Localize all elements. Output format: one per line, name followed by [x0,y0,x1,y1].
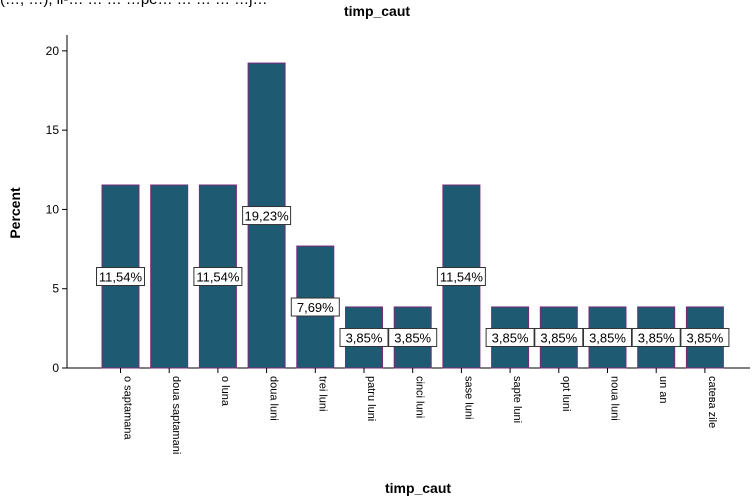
data-label-box [534,327,584,347]
data-label: 19,23% [242,206,292,226]
data-label-text: 11,54% [196,270,240,285]
data-label-box [290,297,340,317]
data-label: 3,85% [388,327,438,347]
data-label: 3,85% [631,327,681,347]
data-label-box [388,327,438,347]
chart-title: timp_caut [344,3,410,19]
data-label-text: 3,85% [589,330,626,345]
data-label-box [583,327,632,347]
x-axis-label: timp_caut [385,480,451,496]
data-label-text: 3,85% [540,330,577,345]
y-tick-label: 5 [52,282,59,296]
y-tick-label: 15 [46,123,60,137]
x-tick-label: patru luni [365,376,377,421]
cropped-caption-text: (…, …), ii-… … … …pe… … … … …j… [0,0,755,9]
x-tick-label: un an [657,376,669,404]
data-label: 3,85% [485,327,535,347]
data-label-box [680,327,730,347]
data-label-box [242,206,292,226]
y-axis-label: Percent [7,187,23,239]
data-label: 3,85% [583,327,632,347]
data-label: 3,85% [339,327,389,347]
x-tick-label: doua luni [268,376,280,421]
x-tick-label: doua saptamani [170,376,182,454]
data-label-text: 3,85% [394,330,431,345]
x-tick-label: cinci luni [414,376,426,418]
x-tick-label: catева zile [706,376,718,428]
x-tick-label: trei luni [316,376,328,411]
data-label-text: 3,85% [492,330,529,345]
data-label-text: 3,85% [638,330,675,345]
y-tick-label: 10 [46,202,60,216]
x-tick-label: opt luni [560,376,572,411]
data-label-box [96,267,145,287]
data-label-text: 11,54% [440,270,484,285]
data-label: 3,85% [680,327,730,347]
y-tick-label: 0 [52,361,59,375]
data-label-box [485,327,535,347]
data-label-box [339,327,389,347]
data-label: 11,54% [193,267,243,287]
data-label-text: 7,69% [297,300,334,315]
x-tick-label: sapte luni [511,376,523,423]
x-tick-label: o saptamana [122,376,134,440]
data-label: 11,54% [96,267,145,287]
x-tick-label: sase luni [462,376,474,419]
x-tick-label: o luna [219,376,231,407]
data-label: 3,85% [534,327,584,347]
data-label: 11,54% [436,267,486,287]
y-tick-label: 20 [46,44,60,58]
data-label-box [436,267,486,287]
data-label-text: 19,23% [245,209,290,224]
data-label-box [193,267,243,287]
bar [150,184,189,369]
x-tick-label: noua luni [609,376,621,421]
data-label-text: 3,85% [346,330,383,345]
data-label: 7,69% [290,297,340,317]
data-label-text: 11,54% [99,270,143,285]
data-label-box [631,327,681,347]
data-label-text: 3,85% [686,330,723,345]
